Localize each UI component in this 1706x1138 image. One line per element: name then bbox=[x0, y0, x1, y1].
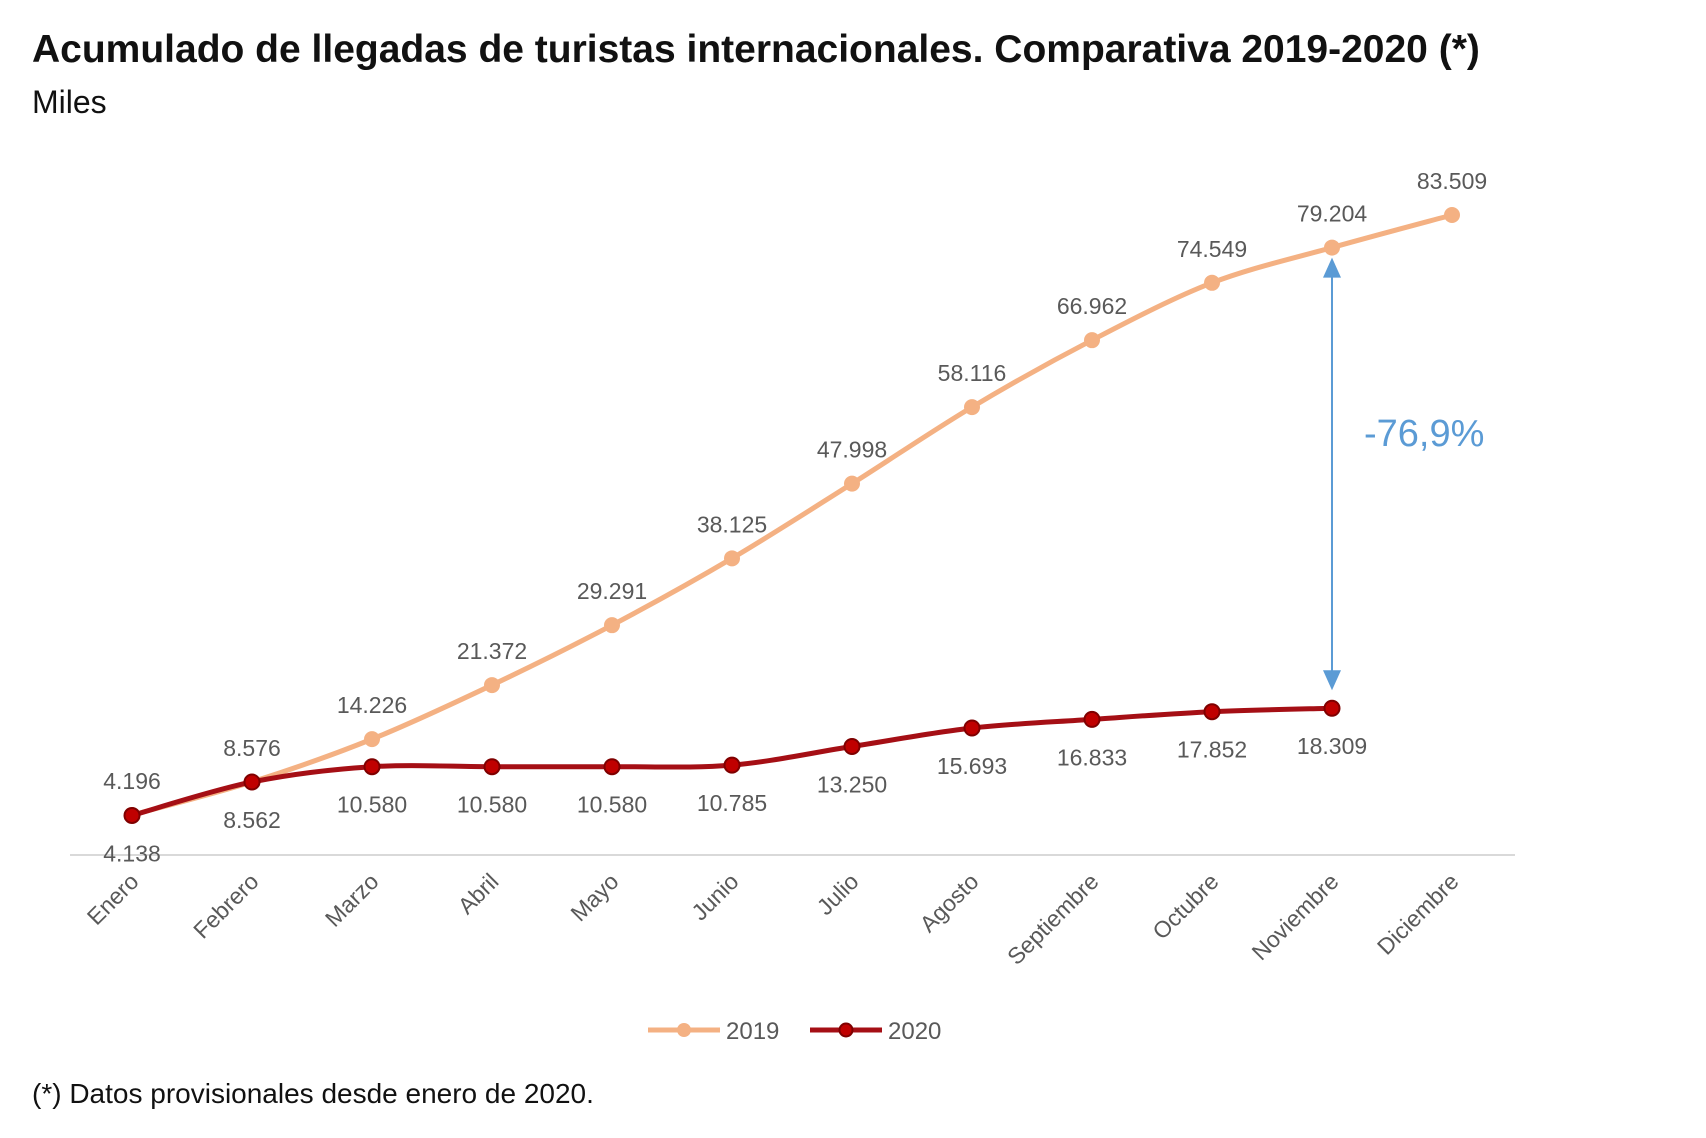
data-label-2019-junio: 38.125 bbox=[697, 511, 767, 537]
x-tick-label-diciembre: Diciembre bbox=[1372, 868, 1464, 960]
point-2020-noviembre bbox=[1323, 699, 1341, 717]
point-2019-mayo bbox=[604, 617, 620, 634]
difference-annotation: -76,9% bbox=[1364, 413, 1484, 455]
x-tick-label-abril: Abril bbox=[453, 868, 504, 919]
legend-2020-marker bbox=[838, 1022, 854, 1038]
x-tick-label-mayo: Mayo bbox=[565, 868, 623, 926]
data-label-2020-marzo: 10.580 bbox=[337, 792, 407, 818]
x-tick-label-enero: Enero bbox=[82, 868, 144, 930]
difference-arrow-head-top bbox=[1323, 257, 1341, 278]
legend-2020-label: 2020 bbox=[888, 1018, 941, 1045]
data-label-2019-febrero: 8.576 bbox=[223, 735, 281, 761]
data-label-2019-diciembre: 83.509 bbox=[1417, 168, 1487, 194]
x-tick-label-octubre: Octubre bbox=[1147, 868, 1223, 944]
data-label-2019-mayo: 29.291 bbox=[577, 578, 647, 604]
point-2019-abril bbox=[484, 677, 500, 694]
data-label-2020-junio: 10.785 bbox=[697, 790, 767, 816]
data-label-2020-agosto: 15.693 bbox=[937, 753, 1007, 779]
x-tick-label-septiembre: Septiembre bbox=[1002, 868, 1104, 970]
point-2019-septiembre bbox=[1084, 332, 1100, 349]
x-tick-label-marzo: Marzo bbox=[320, 868, 384, 932]
point-2020-enero bbox=[123, 806, 141, 824]
point-2019-diciembre bbox=[1444, 207, 1460, 223]
footnote: (*) Datos provisionales desde enero de 2… bbox=[32, 1078, 594, 1109]
point-2020-febrero bbox=[243, 773, 261, 791]
point-2020-marzo bbox=[363, 758, 381, 776]
chart-title: Acumulado de llegadas de turistas intern… bbox=[32, 28, 1480, 71]
point-2020-agosto bbox=[963, 719, 981, 737]
chart-subtitle: Miles bbox=[32, 84, 107, 120]
legend-2019-marker bbox=[677, 1023, 691, 1037]
data-label-2019-noviembre: 79.204 bbox=[1297, 201, 1368, 227]
data-label-2020-julio: 13.250 bbox=[817, 772, 887, 798]
point-2020-mayo bbox=[603, 758, 621, 776]
legend-2019-label: 2019 bbox=[726, 1018, 779, 1045]
point-2019-agosto bbox=[964, 399, 980, 416]
data-label-2019-agosto: 58.116 bbox=[938, 360, 1007, 386]
point-2020-abril bbox=[483, 758, 501, 776]
data-label-2020-abril: 10.580 bbox=[457, 792, 527, 818]
data-label-2020-noviembre: 18.309 bbox=[1297, 733, 1367, 759]
x-tick-label-noviembre: Noviembre bbox=[1247, 868, 1344, 965]
difference-arrow-head-bottom bbox=[1323, 670, 1341, 691]
x-tick-label-febrero: Febrero bbox=[188, 868, 263, 943]
x-tick-label-agosto: Agosto bbox=[915, 868, 984, 937]
point-2020-octubre bbox=[1203, 703, 1221, 721]
point-2019-marzo bbox=[364, 731, 380, 748]
data-label-2020-octubre: 17.852 bbox=[1177, 737, 1247, 763]
point-2019-junio bbox=[724, 550, 740, 567]
point-2020-septiembre bbox=[1083, 710, 1101, 728]
data-label-2020-enero: 4.138 bbox=[103, 840, 161, 866]
data-label-2019-octubre: 74.549 bbox=[1177, 236, 1247, 262]
data-label-2019-enero: 4.196 bbox=[103, 768, 161, 794]
data-label-2019-marzo: 14.226 bbox=[337, 692, 407, 718]
data-label-2019-abril: 21.372 bbox=[457, 638, 527, 664]
data-label-2019-septiembre: 66.962 bbox=[1057, 293, 1127, 319]
point-2019-octubre bbox=[1204, 274, 1220, 291]
series-2019-line bbox=[129, 212, 1455, 818]
point-2020-junio bbox=[723, 756, 741, 774]
point-2019-noviembre bbox=[1324, 239, 1340, 256]
data-label-2019-julio: 47.998 bbox=[817, 437, 887, 463]
x-tick-label-julio: Julio bbox=[812, 868, 864, 920]
data-label-2020-septiembre: 16.833 bbox=[1057, 744, 1127, 770]
point-2020-julio bbox=[843, 738, 861, 756]
point-2019-julio bbox=[844, 475, 860, 492]
x-tick-label-junio: Junio bbox=[686, 868, 743, 925]
data-label-2020-febrero: 8.562 bbox=[223, 807, 281, 833]
data-label-2020-mayo: 10.580 bbox=[577, 792, 647, 818]
